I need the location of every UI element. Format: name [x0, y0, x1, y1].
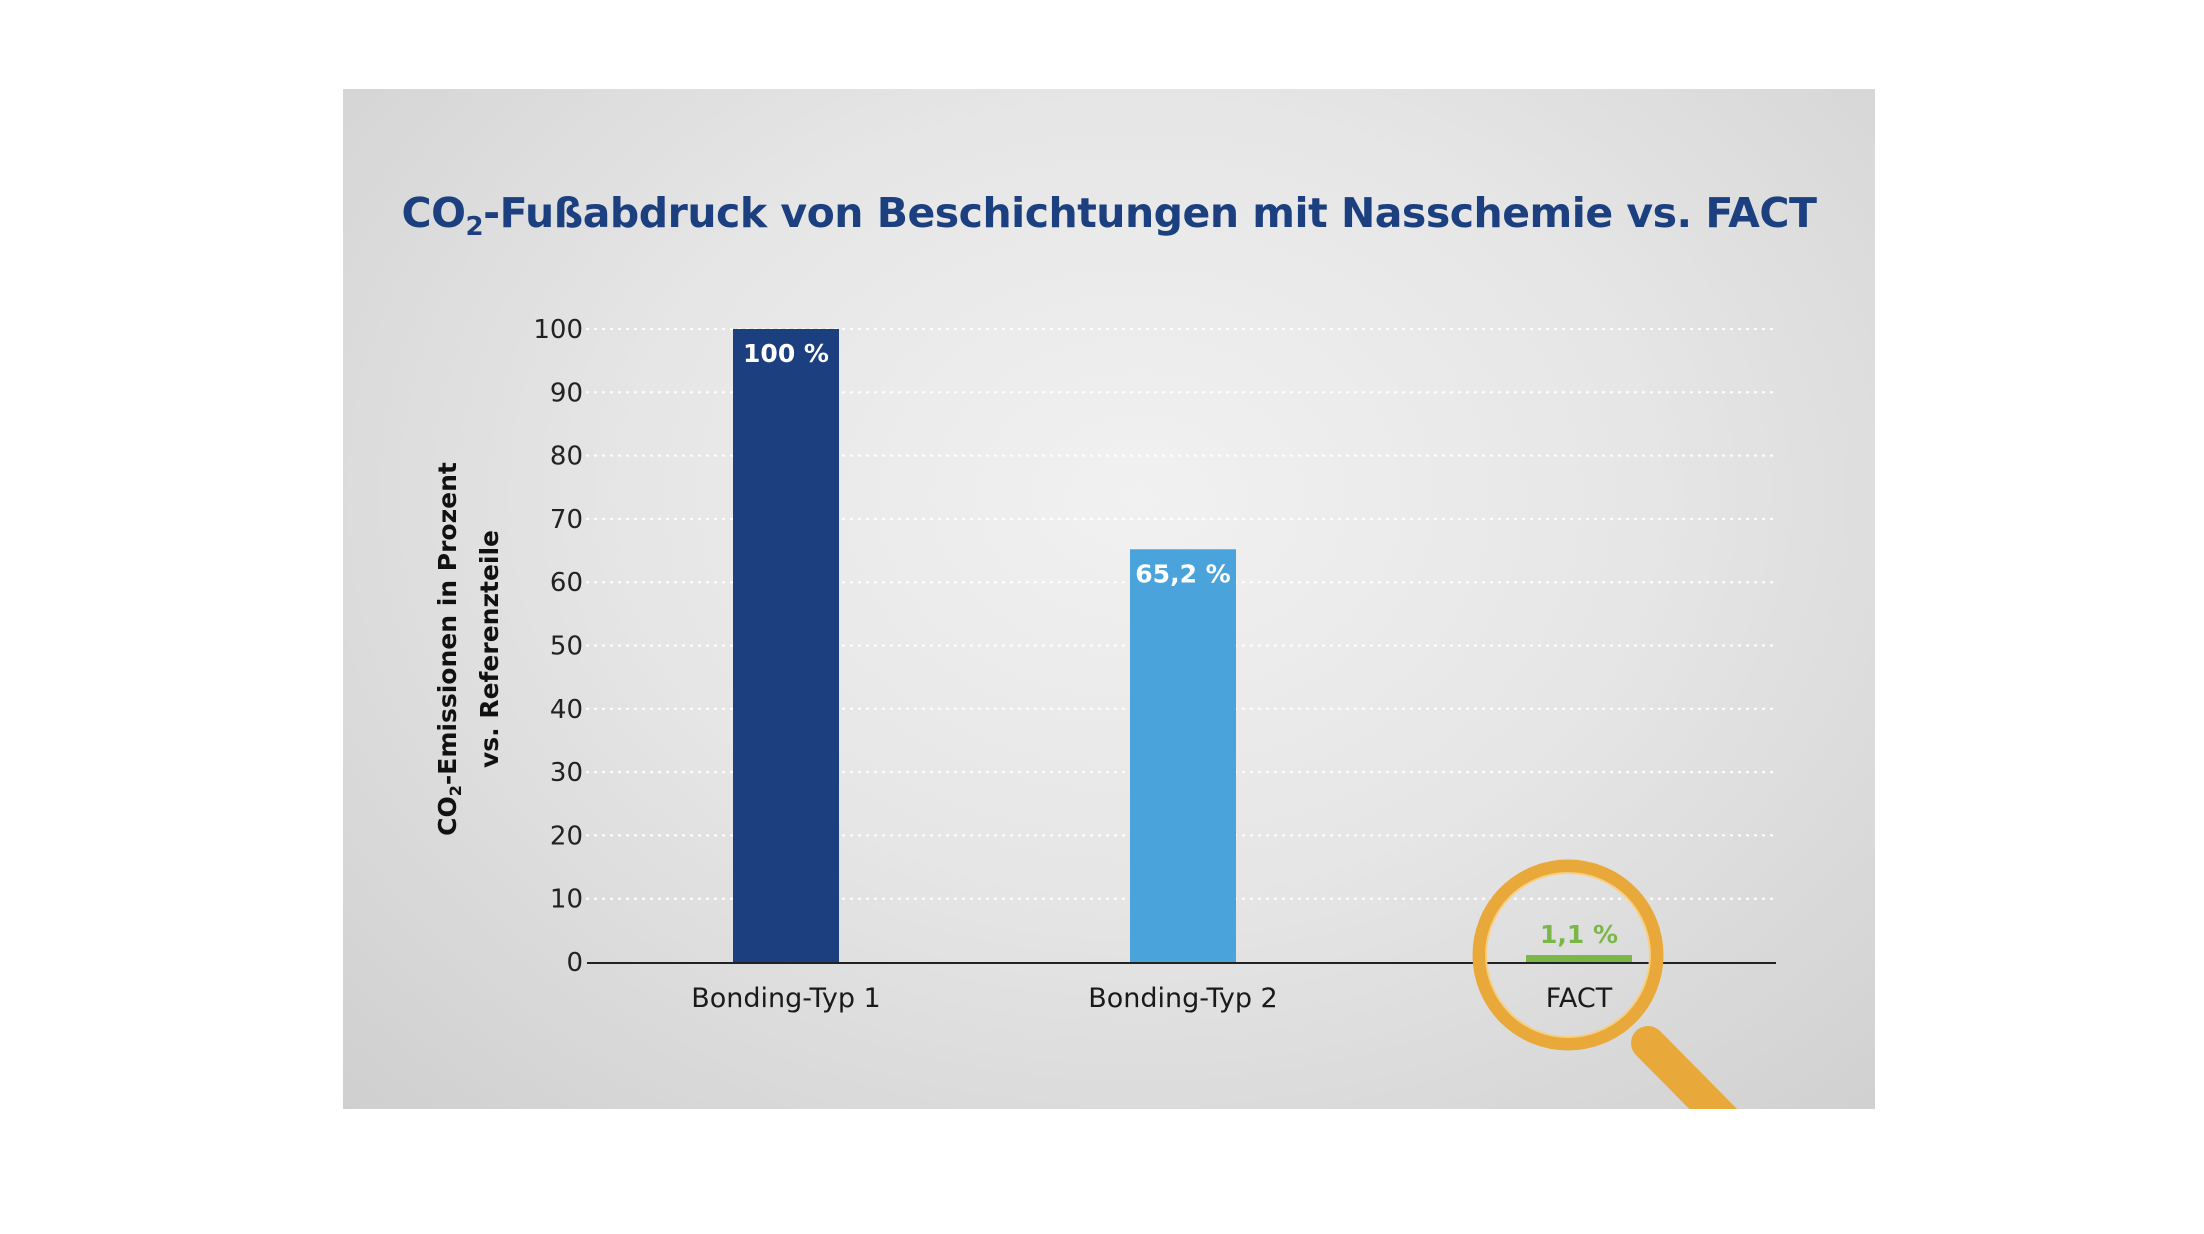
y-tick-label: 20 — [550, 821, 583, 851]
value-label: 1,1 % — [1540, 920, 1618, 949]
y-tick-label: 70 — [550, 505, 583, 535]
magnifier-icon — [1472, 859, 1738, 1109]
category-label: Bonding-Typ 1 — [691, 983, 880, 1014]
y-tick-label: 10 — [550, 885, 583, 915]
bar-1 — [733, 329, 839, 962]
bar-3 — [1526, 955, 1632, 962]
bar-2 — [1130, 549, 1236, 962]
y-tick-label: 50 — [550, 632, 583, 662]
y-tick-label: 0 — [566, 948, 583, 978]
value-label: 65,2 % — [1135, 559, 1230, 588]
category-label: Bonding-Typ 2 — [1088, 983, 1277, 1014]
chart-title: CO2-Fußabdruck von Beschichtungen mit Na… — [401, 189, 1817, 242]
magnifier-lens-inner-ring — [1485, 872, 1651, 1038]
value-label: 100 % — [743, 339, 829, 368]
y-tick-label: 90 — [550, 378, 583, 408]
magnifier-lens — [1472, 859, 1664, 1051]
chart-panel: CO2-Fußabdruck von Beschichtungen mit Na… — [343, 89, 1875, 1109]
y-tick-label: 60 — [550, 568, 583, 598]
category-label: FACT — [1546, 983, 1613, 1014]
category-labels: Bonding-Typ 1 Bonding-Typ 2 FACT — [691, 983, 1612, 1014]
y-tick-label: 100 — [533, 315, 583, 345]
y-tick-labels: 0 10 20 30 40 50 60 70 80 90 100 — [533, 315, 583, 978]
y-tick-label: 40 — [550, 695, 583, 725]
magnifier-handle — [1631, 1026, 1738, 1109]
y-tick-label: 30 — [550, 758, 583, 788]
y-tick-label: 80 — [550, 442, 583, 472]
bars — [733, 329, 1632, 962]
value-labels: 100 % 65,2 % 1,1 % — [743, 339, 1618, 949]
